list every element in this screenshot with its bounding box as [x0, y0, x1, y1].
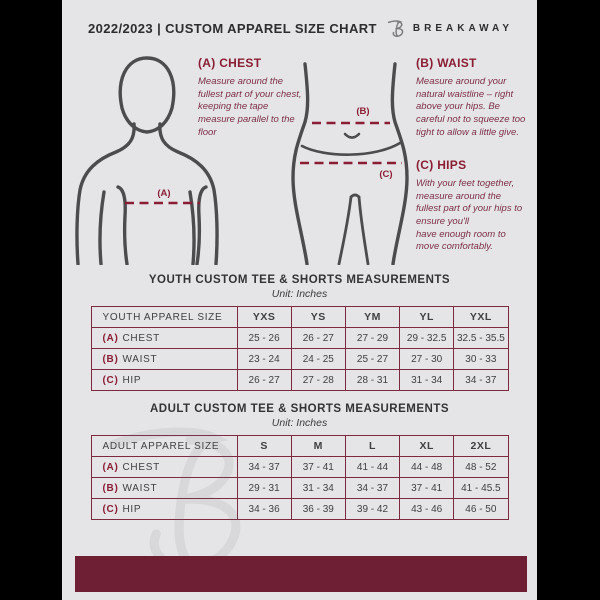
table-cell: 30 - 33: [453, 348, 509, 370]
hips-instructions: With your feet together, measure around …: [416, 178, 523, 253]
hips-measure-label: (C): [379, 169, 392, 180]
row-name: HIP: [122, 374, 142, 386]
row-label: (C) HIP: [90, 498, 238, 520]
row-name: WAIST: [122, 482, 158, 494]
size-chart-page: 2022/2023 | CUSTOM APPAREL SIZE CHART BR…: [62, 0, 537, 600]
table-cell: 32.5 - 35.5: [453, 327, 509, 349]
table-cell: 23 - 24: [236, 348, 292, 370]
row-label: (C) HIP: [90, 369, 238, 391]
table-header-cell: ADULT APPAREL SIZE: [90, 435, 238, 457]
row-label: (B) WAIST: [90, 477, 238, 499]
table-cell: 37 - 41: [290, 456, 346, 478]
table-cell: 27 - 29: [344, 327, 401, 349]
table-cell: 48 - 52: [453, 456, 509, 478]
table-cell: 41 - 44: [344, 456, 401, 478]
table-header-cell: 2XL: [453, 435, 509, 457]
table-header-cell: M: [290, 435, 346, 457]
table-row: (A) CHEST 34 - 37 37 - 41 41 - 44 44 - 48…: [90, 456, 509, 478]
row-prefix: (B): [102, 482, 119, 494]
chest-measure-label: (A): [157, 188, 170, 199]
table-cell: 25 - 26: [236, 327, 292, 349]
chest-guide: (A) CHEST Measure around the fullest par…: [198, 56, 306, 139]
row-name: CHEST: [122, 461, 160, 473]
youth-section: YOUTH CUSTOM TEE & SHORTS MEASUREMENTS U…: [62, 274, 537, 391]
table-cell: 37 - 41: [399, 477, 455, 499]
table-header-row: ADULT APPAREL SIZE S M L XL 2XL: [90, 435, 509, 457]
header: 2022/2023 | CUSTOM APPAREL SIZE CHART BR…: [62, 0, 537, 40]
table-cell: 29 - 32.5: [399, 327, 455, 349]
table-header-cell: YM: [344, 306, 401, 328]
row-prefix: (A): [102, 461, 119, 473]
row-name: HIP: [122, 503, 142, 515]
footer-bar: [75, 556, 527, 592]
table-cell: 34 - 37: [344, 477, 401, 499]
table-cell: 34 - 37: [236, 456, 292, 478]
waist-heading: (B) WAIST: [416, 56, 477, 70]
table-row: (C) HIP 26 - 27 27 - 28 28 - 31 31 - 34 3…: [90, 369, 509, 391]
youth-size-table: YOUTH APPAREL SIZE YXS YS YM YL YXL (A) C…: [90, 306, 509, 391]
table-header-cell: YXS: [236, 306, 292, 328]
table-header-cell: YS: [290, 306, 346, 328]
row-prefix: (C): [102, 374, 119, 386]
table-row: (C) HIP 34 - 36 36 - 39 39 - 42 43 - 46 4…: [90, 498, 509, 520]
hips-guide: (C) HIPS With your feet together, measur…: [416, 158, 528, 254]
youth-table-unit: Unit: Inches: [271, 288, 328, 300]
youth-table-title: YOUTH CUSTOM TEE & SHORTS MEASUREMENTS: [148, 274, 451, 286]
adult-size-table: ADULT APPAREL SIZE S M L XL 2XL (A) CHEST…: [90, 435, 509, 520]
table-row: (B) WAIST 29 - 31 31 - 34 34 - 37 37 - 41…: [90, 477, 509, 499]
table-cell: 41 - 45.5: [453, 477, 509, 499]
page-title: 2022/2023 | CUSTOM APPAREL SIZE CHART: [88, 21, 377, 36]
table-cell: 27 - 28: [290, 369, 346, 391]
hips-heading: (C) HIPS: [416, 158, 467, 172]
brand-name: BREAKAWAY: [412, 23, 513, 34]
table-cell: 28 - 31: [344, 369, 401, 391]
breakaway-logo-icon: [386, 17, 407, 40]
table-cell: 31 - 34: [290, 477, 346, 499]
waist-measure-label: (B): [356, 106, 369, 117]
table-cell: 27 - 30: [399, 348, 455, 370]
row-label: (A) CHEST: [90, 327, 238, 349]
table-cell: 43 - 46: [399, 498, 455, 520]
table-cell: 24 - 25: [290, 348, 346, 370]
table-cell: 26 - 27: [236, 369, 292, 391]
table-cell: 34 - 37: [453, 369, 509, 391]
table-row: (A) CHEST 25 - 26 26 - 27 27 - 29 29 - 32…: [90, 327, 509, 349]
row-prefix: (B): [102, 353, 119, 365]
row-name: WAIST: [122, 353, 158, 365]
waist-instructions: Measure around your natural waistline – …: [416, 76, 526, 138]
table-cell: 46 - 50: [453, 498, 509, 520]
adult-table-title: ADULT CUSTOM TEE & SHORTS MEASUREMENTS: [149, 403, 450, 415]
table-cell: 31 - 34: [399, 369, 455, 391]
row-name: CHEST: [122, 332, 160, 344]
torso-figure: (A): [72, 50, 222, 270]
table-cell: 25 - 27: [344, 348, 401, 370]
table-cell: 26 - 27: [290, 327, 346, 349]
row-prefix: (C): [102, 503, 119, 515]
table-header-cell: S: [236, 435, 292, 457]
lower-body-figure: (B) (C): [290, 50, 410, 270]
brand-lockup: BREAKAWAY: [386, 17, 513, 40]
table-header-cell: YXL: [453, 306, 509, 328]
waist-guide: (B) WAIST Measure around your natural wa…: [416, 56, 528, 139]
row-label: (A) CHEST: [90, 456, 238, 478]
row-label: (B) WAIST: [90, 348, 238, 370]
table-header-row: YOUTH APPAREL SIZE YXS YS YM YL YXL: [90, 306, 509, 328]
table-header-cell: L: [344, 435, 401, 457]
table-cell: 29 - 31: [236, 477, 292, 499]
table-row: (B) WAIST 23 - 24 24 - 25 25 - 27 27 - 30…: [90, 348, 509, 370]
row-prefix: (A): [102, 332, 119, 344]
chest-instructions: Measure around the fullest part of your …: [198, 76, 302, 138]
chest-heading: (A) CHEST: [198, 56, 262, 70]
table-cell: 39 - 42: [344, 498, 401, 520]
table-cell: 44 - 48: [399, 456, 455, 478]
table-cell: 36 - 39: [290, 498, 346, 520]
adult-section: ADULT CUSTOM TEE & SHORTS MEASUREMENTS U…: [62, 403, 537, 520]
measurement-diagram: (A) (A) CHEST Measure around the fullest…: [62, 50, 537, 268]
table-header-cell: XL: [399, 435, 455, 457]
table-header-cell: YOUTH APPAREL SIZE: [90, 306, 238, 328]
table-header-cell: YL: [399, 306, 455, 328]
table-cell: 34 - 36: [236, 498, 292, 520]
adult-table-unit: Unit: Inches: [271, 417, 328, 429]
